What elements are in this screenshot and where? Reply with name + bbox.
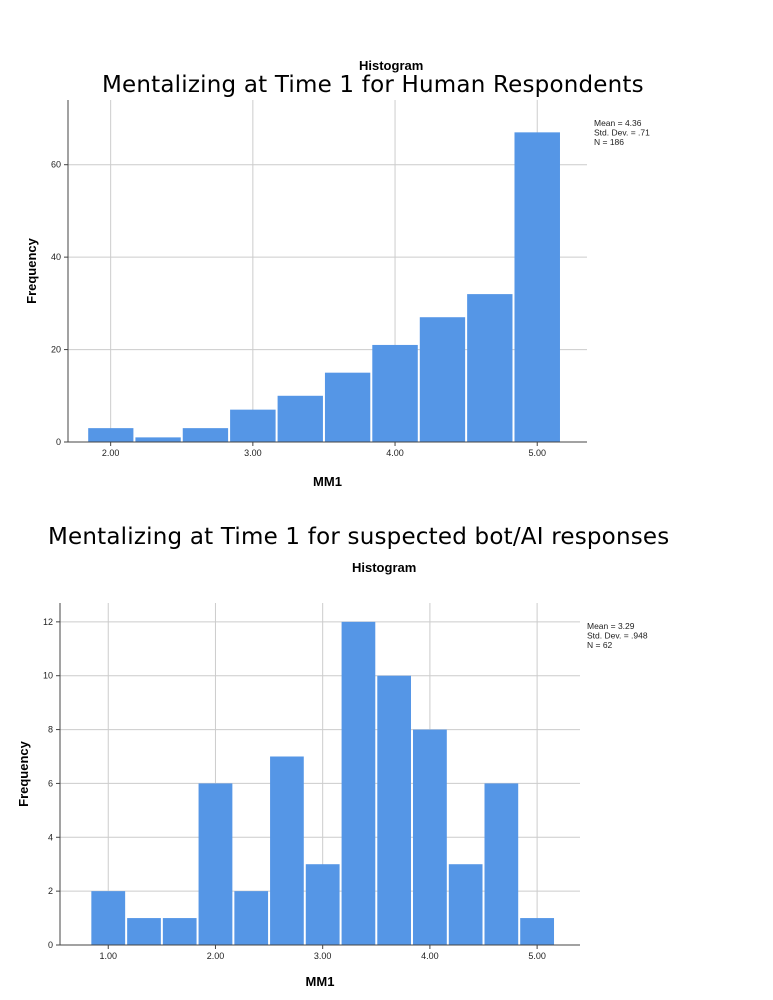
chart2-bar	[341, 621, 376, 945]
chart1-bar	[467, 294, 513, 442]
chart2-stats-line: N = 62	[587, 640, 613, 650]
chart1-xtick-label: 5.00	[528, 448, 546, 458]
chart1-stats-line: Std. Dev. = .71	[594, 128, 650, 138]
chart2-bar	[305, 864, 340, 945]
chart1-ytick-label: 0	[56, 437, 61, 447]
chart2-bar	[162, 918, 197, 945]
chart2-x-axis-title: MM1	[306, 974, 335, 989]
chart2-subtitle: Histogram	[352, 560, 417, 575]
chart2-bar	[234, 891, 269, 945]
chart1-xtick-label: 3.00	[244, 448, 262, 458]
chart2-stats-line: Std. Dev. = .948	[587, 631, 648, 641]
chart1-bar	[514, 132, 560, 442]
chart2-xtick-label: 3.00	[314, 951, 332, 961]
chart1-xtick-label: 2.00	[102, 448, 120, 458]
chart1-subtitle: Histogram	[359, 58, 424, 73]
chart1-y-axis-title: Frequency	[24, 237, 39, 304]
chart1-xtick-label: 4.00	[386, 448, 404, 458]
chart1-bar	[230, 409, 276, 442]
chart2-xtick-label: 5.00	[528, 951, 546, 961]
chart1-x-axis-title: MM1	[313, 474, 342, 489]
chart1-bar	[419, 317, 466, 442]
chart2-y-axis-title: Frequency	[16, 740, 31, 807]
chart2-bar	[127, 918, 161, 945]
chart2-bar	[91, 891, 126, 945]
chart1-stats-line: N = 186	[594, 137, 624, 147]
chart1-bar	[135, 437, 181, 442]
chart1-bar	[277, 395, 323, 442]
chart1-ytick-label: 40	[51, 252, 61, 262]
chart1-ytick-label: 60	[51, 160, 61, 170]
chart2-bar	[198, 783, 233, 945]
chart1-bar	[88, 428, 134, 442]
chart2-bar	[377, 675, 411, 945]
chart1-bar	[372, 344, 418, 442]
chart1-plot: 0 20 40 60 2.00 3.00 4.00 5.00 MM1 Frequency Mean …	[24, 100, 650, 489]
chart2-ytick-label: 6	[48, 778, 53, 788]
chart2-ytick-label: 8	[48, 725, 53, 735]
chart1-bar	[182, 428, 229, 442]
chart2-ytick-label: 0	[48, 940, 53, 950]
chart2-stats-line: Mean = 3.29	[587, 621, 635, 631]
chart2-ytick-label: 12	[43, 617, 53, 627]
chart2-bar	[270, 756, 304, 945]
chart1-bar	[324, 372, 371, 442]
chart2-xtick-label: 4.00	[421, 951, 439, 961]
chart2-xtick-label: 1.00	[99, 951, 117, 961]
chart2-ytick-label: 10	[43, 671, 53, 681]
chart1-ytick-label: 20	[51, 345, 61, 355]
chart1-stats-line: Mean = 4.36	[594, 118, 642, 128]
chart2-title: Mentalizing at Time 1 for suspected bot/…	[48, 524, 670, 550]
chart2-bar	[448, 864, 483, 945]
chart2-ytick-label: 4	[48, 832, 53, 842]
chart2-ytick-label: 2	[48, 886, 53, 896]
chart2-bar	[484, 783, 519, 945]
chart2-bar	[412, 729, 447, 945]
chart2-bar	[520, 918, 555, 945]
chart1-title: Mentalizing at Time 1 for Human Responde…	[102, 72, 644, 98]
chart2-xtick-label: 2.00	[207, 951, 225, 961]
